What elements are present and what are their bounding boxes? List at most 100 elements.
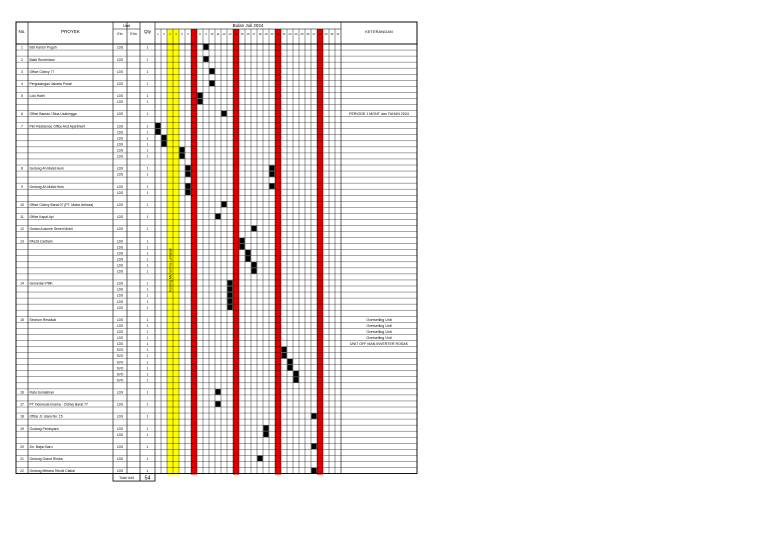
unit-type: LDS [117, 306, 123, 310]
unit-qty: 1 [147, 415, 149, 419]
project-name: Gemerlan PMK [30, 282, 54, 286]
unit-type: LDS [117, 336, 123, 340]
header-day: 28 [319, 32, 322, 36]
total-value: 54 [144, 475, 150, 481]
unit-type: LDS [117, 112, 123, 116]
schedule-mark [281, 346, 287, 353]
schedule-mark [227, 298, 233, 304]
schedule-mark [179, 153, 185, 159]
unit-qty: 1 [147, 469, 149, 473]
unit-type: LDS [117, 433, 123, 437]
schedule-mark [257, 455, 263, 462]
project-name: Gedung Mitrana Teknik Ciabai [30, 469, 76, 473]
project-name: Office Cidrivy Barat 07 (PT. Matra Artin… [30, 203, 94, 207]
schedule-mark [203, 56, 209, 62]
unit-qty: 1 [147, 251, 149, 255]
header-day: 31 [337, 32, 340, 36]
unit-type: SVO [117, 360, 124, 364]
project-name: Gudang Pemisyara [30, 427, 59, 431]
unit-type: LDS [117, 403, 123, 407]
unit-type: LDS [117, 124, 123, 128]
unit-type: LDS [117, 227, 123, 231]
unit-type: LDS [117, 185, 123, 189]
header-day: 5 [181, 32, 183, 36]
unit-qty: 1 [147, 445, 149, 449]
unit-type: LDS [117, 142, 123, 146]
header-day: 10 [211, 32, 214, 36]
keterangan-note: PERIODE 1 MONT dan TAHUN 2024 [349, 112, 409, 116]
unit-qty: 1 [147, 82, 149, 86]
keterangan-note: UNIT OFF MAN INVERTER ROSAK [350, 342, 409, 346]
unit-qty: 1 [147, 270, 149, 274]
header-ein: Ein [117, 32, 122, 36]
header-day: 9 [205, 32, 207, 36]
unit-type: LDS [117, 203, 123, 207]
schedule-mark [251, 262, 257, 268]
header-day: 27 [313, 32, 316, 36]
header-day: 17 [253, 32, 256, 36]
header-day: 18 [259, 32, 262, 36]
row-number: 1 [21, 46, 23, 50]
schedule-mark [161, 135, 167, 141]
unit-qty: 1 [147, 215, 149, 219]
project-name: Office Cidrivy 77 [30, 70, 55, 74]
unit-qty: 1 [147, 130, 149, 134]
unit-qty: 1 [147, 372, 149, 376]
red-column [317, 29, 323, 475]
unit-type: LDS [117, 318, 123, 322]
header-day: 1 [157, 32, 159, 36]
unit-qty: 1 [147, 100, 149, 104]
project-name: BSI Kantor Puguh [30, 46, 57, 50]
schedule-mark [227, 292, 233, 298]
row-number: 2 [21, 58, 23, 62]
unit-type: SVO [117, 366, 124, 370]
unit-qty: 1 [147, 203, 149, 207]
unit-qty: 1 [147, 167, 149, 171]
schedule-mark [263, 425, 269, 431]
unit-qty: 1 [147, 457, 149, 461]
yellow-column [167, 29, 173, 475]
header-qty: Qty [144, 29, 152, 34]
row-number: 7 [21, 124, 23, 128]
unit-qty: 1 [147, 70, 149, 74]
schedule-mark [311, 413, 317, 419]
row-number: 10 [20, 203, 24, 207]
unit-type: LDS [117, 342, 123, 346]
schedule-mark [311, 443, 317, 450]
row-number: 15 [20, 318, 24, 322]
unit-type: LDS [117, 245, 123, 249]
unit-type: LDS [117, 469, 123, 473]
unit-qty: 1 [147, 378, 149, 382]
unit-qty: 1 [147, 142, 149, 146]
schedule-mark [287, 364, 293, 371]
unit-qty: 1 [147, 58, 149, 62]
header-day: 29 [325, 32, 328, 36]
unit-type: LDS [117, 94, 123, 98]
unit-qty: 1 [147, 342, 149, 346]
header-day: 3 [169, 32, 171, 36]
red-column [275, 29, 281, 475]
project-name: Jln. Bajuri Baru [30, 445, 53, 449]
header-day: 15 [241, 32, 244, 36]
unit-qty: 1 [147, 227, 149, 231]
unit-type: SVO [117, 378, 124, 382]
unit-qty: 1 [147, 366, 149, 370]
unit-type: LDS [117, 263, 123, 267]
schedule-mark [227, 280, 233, 286]
schedule-mark [269, 171, 275, 177]
unit-qty: 1 [147, 300, 149, 304]
project-name: Gedan Ausome Seneri Mobil [30, 227, 73, 231]
project-name: Office Kapal Api [30, 215, 54, 219]
unit-qty: 1 [147, 257, 149, 261]
unit-qty: 1 [147, 155, 149, 159]
project-name: Gedung Grand Rimba [30, 457, 63, 461]
schedule-mark [215, 401, 221, 407]
unit-qty: 1 [147, 173, 149, 177]
schedule-mark [287, 358, 293, 365]
unit-type: LDS [117, 391, 123, 395]
unit-type: LDS [117, 282, 123, 286]
unit-qty: 1 [147, 360, 149, 364]
unit-qty: 1 [147, 427, 149, 431]
header-day: 20 [271, 32, 274, 36]
project-name: Pim Residence Office And Apartment [30, 124, 86, 128]
